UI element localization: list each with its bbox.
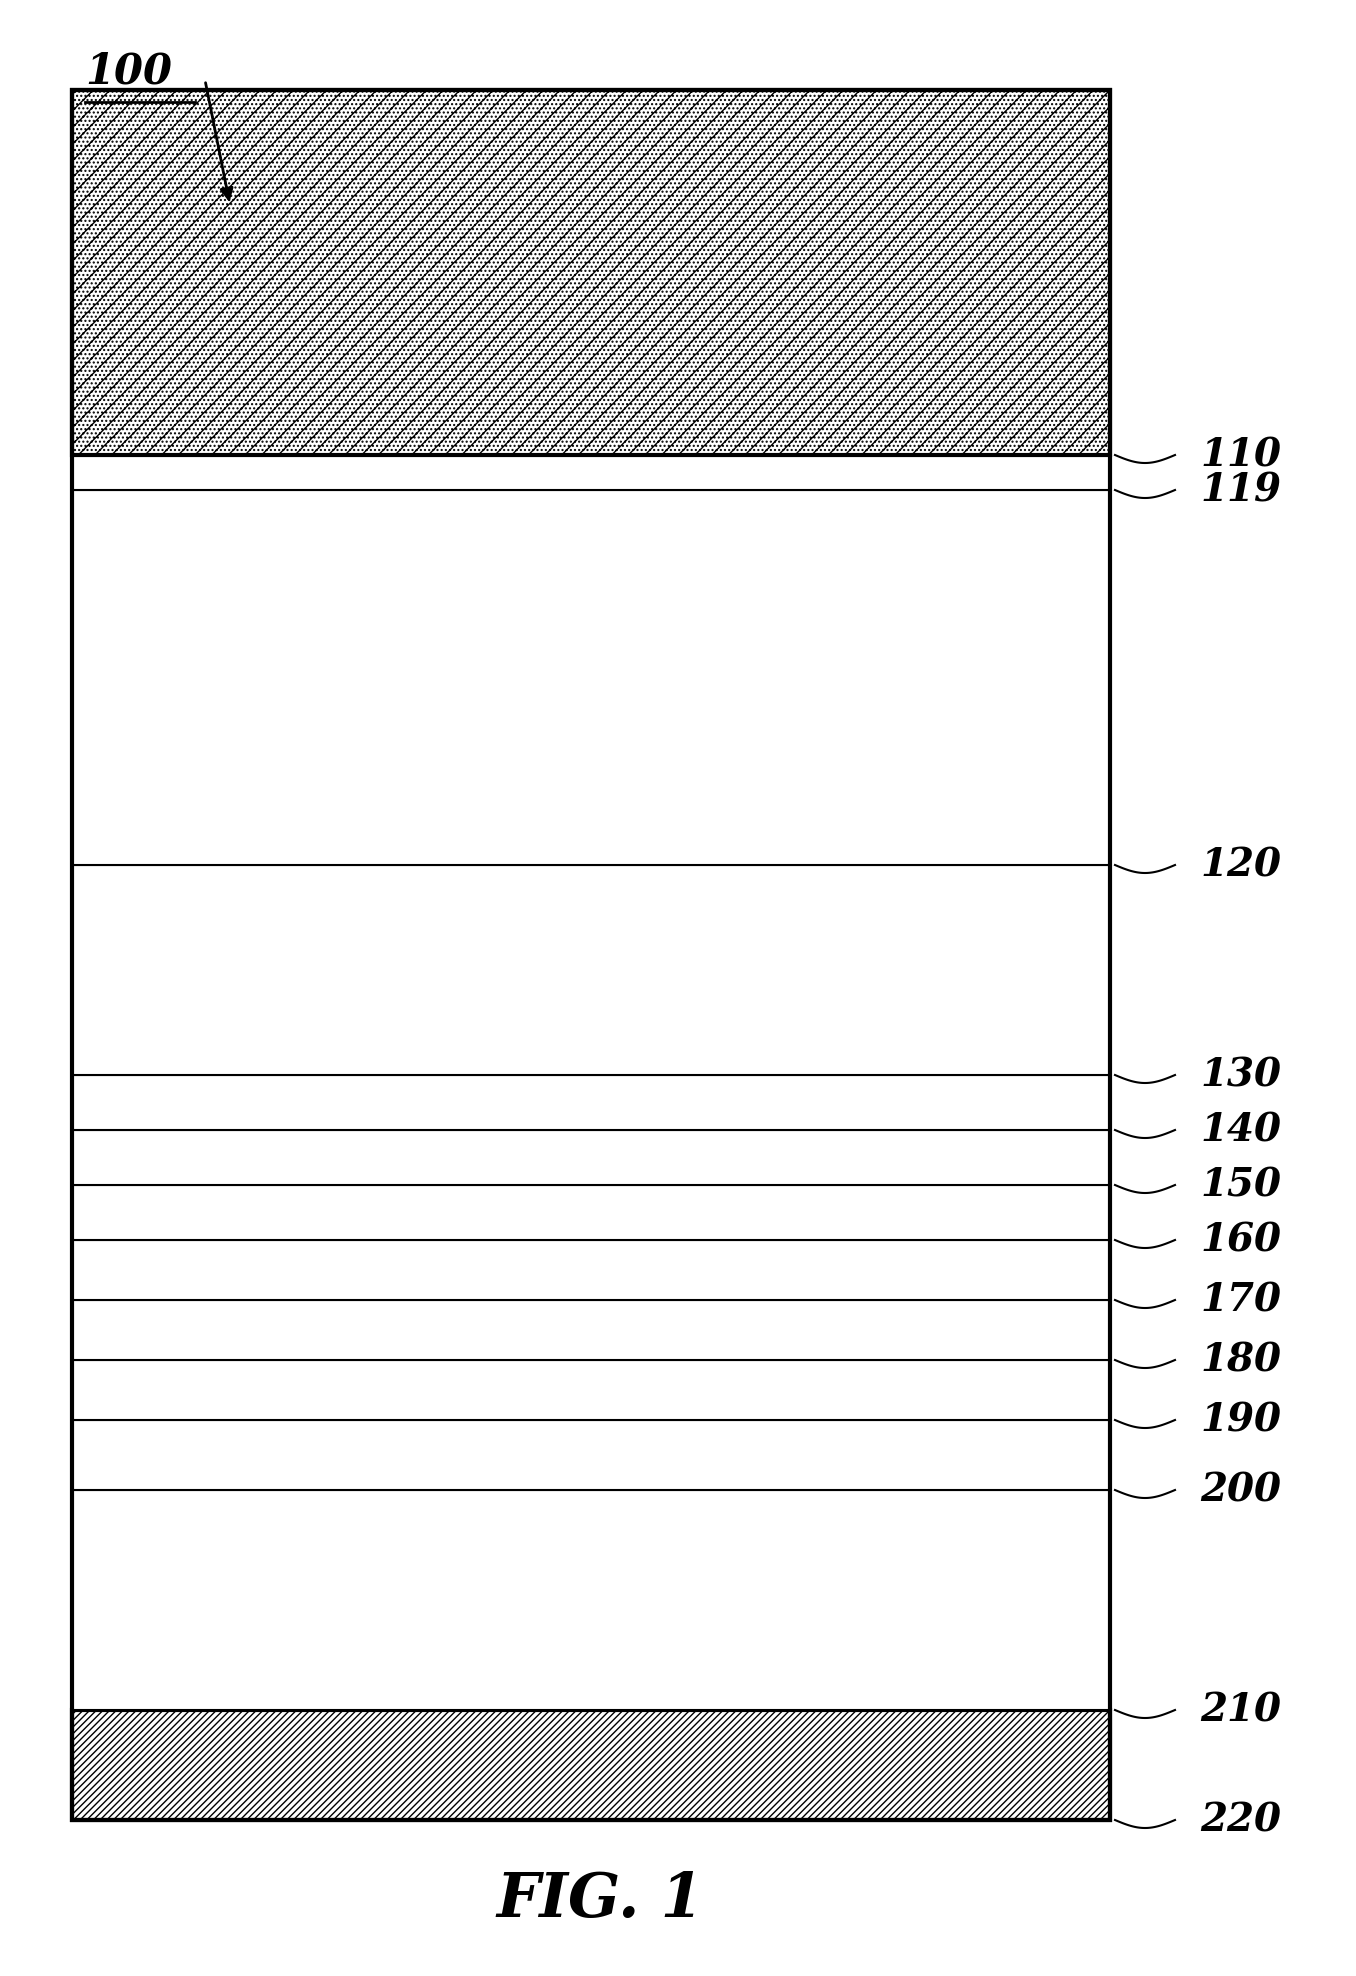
Text: 150: 150 (1200, 1166, 1281, 1203)
Bar (72, 1421, 1111, 1490)
Text: 170: 170 (1200, 1280, 1281, 1320)
Text: 180: 180 (1200, 1342, 1281, 1379)
Bar (72, 1300, 1111, 1359)
Bar (72, 490, 1111, 865)
Bar (72, 1359, 1111, 1421)
Text: 200: 200 (1200, 1470, 1281, 1510)
Text: 110: 110 (1200, 437, 1281, 474)
Bar (72, 865, 1111, 1075)
Bar (72, 1490, 1111, 1709)
Bar (72, 1130, 1111, 1186)
Bar (72, 454, 1111, 490)
Text: 120: 120 (1200, 846, 1281, 883)
Text: FIG. 1: FIG. 1 (496, 1869, 704, 1931)
Bar (72, 1241, 1111, 1300)
Bar (72, 91, 1111, 454)
Text: 130: 130 (1200, 1055, 1281, 1095)
Bar (72, 1709, 1111, 1820)
Bar (72, 1186, 1111, 1241)
Text: 119: 119 (1200, 470, 1281, 510)
Text: 210: 210 (1200, 1691, 1281, 1729)
Bar (72, 91, 1111, 1820)
Text: 190: 190 (1200, 1401, 1281, 1439)
Bar (72, 1075, 1111, 1130)
Text: 160: 160 (1200, 1221, 1281, 1259)
Text: 140: 140 (1200, 1111, 1281, 1148)
Text: 220: 220 (1200, 1800, 1281, 1840)
Text: 100: 100 (85, 49, 172, 93)
